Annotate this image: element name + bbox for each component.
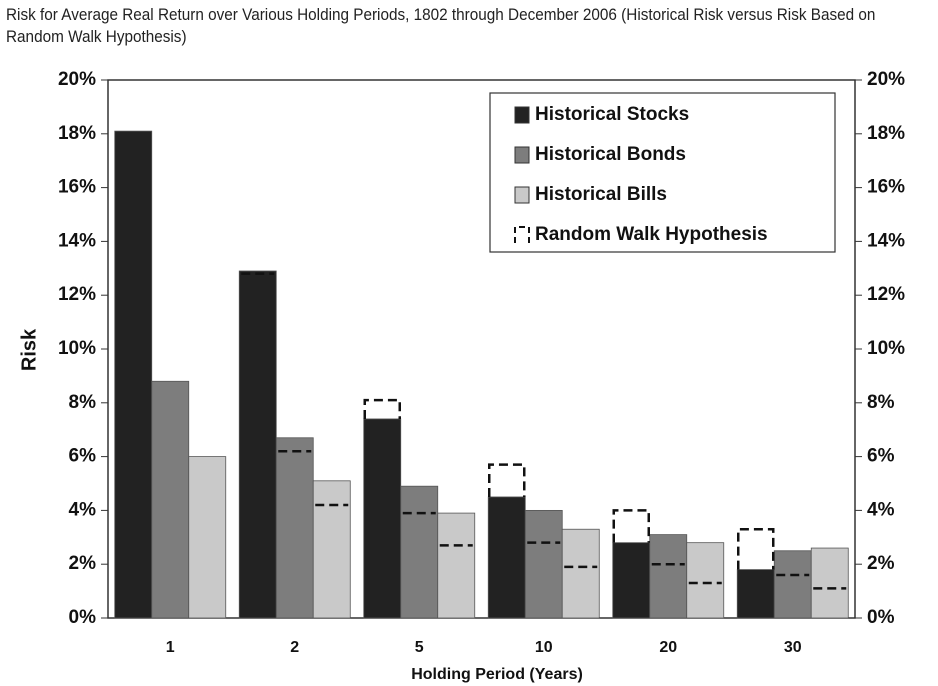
y2-tick-label: 12%	[867, 284, 905, 305]
y-tick-label: 18%	[58, 123, 96, 144]
random-walk-marker	[363, 398, 401, 419]
y-tick-label: 16%	[58, 177, 96, 198]
legend-label: Random Walk Hypothesis	[535, 224, 768, 245]
bar	[524, 509, 563, 619]
random-walk-marker	[612, 509, 650, 543]
x-tick-label: 1	[166, 639, 175, 656]
legend-label: Historical Stocks	[535, 104, 689, 125]
bar	[238, 270, 277, 619]
legend-label: Historical Bonds	[535, 144, 686, 165]
bar	[312, 480, 351, 619]
y-tick-label: 6%	[69, 446, 97, 467]
legend-box	[489, 92, 836, 253]
y-tick-label: 10%	[58, 338, 96, 359]
bar	[487, 496, 526, 619]
x-tick-label: 20	[659, 639, 677, 656]
random-walk-marker	[737, 527, 775, 570]
y2-tick-label: 2%	[867, 553, 895, 574]
y-tick-label: 4%	[69, 499, 97, 520]
bar	[810, 547, 849, 619]
random-walk-marker	[488, 463, 526, 497]
legend-swatch	[514, 226, 530, 243]
x-tick-label: 5	[415, 639, 424, 656]
y2-tick-label: 0%	[867, 607, 895, 628]
bar	[437, 512, 476, 619]
legend-swatch	[514, 106, 530, 124]
y-axis-label: Risk	[18, 328, 40, 371]
bar	[561, 528, 600, 619]
y-tick-label: 14%	[58, 230, 96, 251]
x-axis-label: Holding Period (Years)	[411, 666, 583, 683]
y2-tick-label: 20%	[867, 69, 905, 90]
bar	[275, 437, 314, 619]
bar	[649, 534, 688, 619]
y2-tick-label: 10%	[867, 338, 905, 359]
y2-tick-label: 4%	[867, 499, 895, 520]
legend-swatch	[514, 146, 530, 164]
x-tick-label: 2	[290, 639, 299, 656]
y2-tick-label: 8%	[867, 392, 895, 413]
bar	[736, 569, 775, 619]
y2-tick-label: 18%	[867, 123, 905, 144]
bar	[773, 550, 812, 619]
y2-tick-label: 6%	[867, 446, 895, 467]
y-tick-label: 20%	[58, 69, 96, 90]
bar	[363, 418, 402, 619]
legend-label: Historical Bills	[535, 184, 667, 205]
legend-swatch	[514, 186, 530, 204]
bar	[400, 485, 439, 619]
y-tick-label: 0%	[69, 607, 97, 628]
bar	[188, 456, 227, 619]
y-tick-label: 8%	[69, 392, 97, 413]
chart-title: Risk for Average Real Return over Variou…	[6, 5, 876, 46]
y2-tick-label: 16%	[867, 177, 905, 198]
bar	[151, 380, 190, 619]
y2-tick-label: 14%	[867, 230, 905, 251]
bar	[612, 542, 651, 619]
bar	[114, 130, 153, 619]
y-tick-label: 2%	[69, 553, 97, 574]
x-tick-label: 10	[535, 639, 553, 656]
y-tick-label: 12%	[58, 284, 96, 305]
x-tick-label: 30	[784, 639, 802, 656]
bar	[686, 542, 725, 619]
